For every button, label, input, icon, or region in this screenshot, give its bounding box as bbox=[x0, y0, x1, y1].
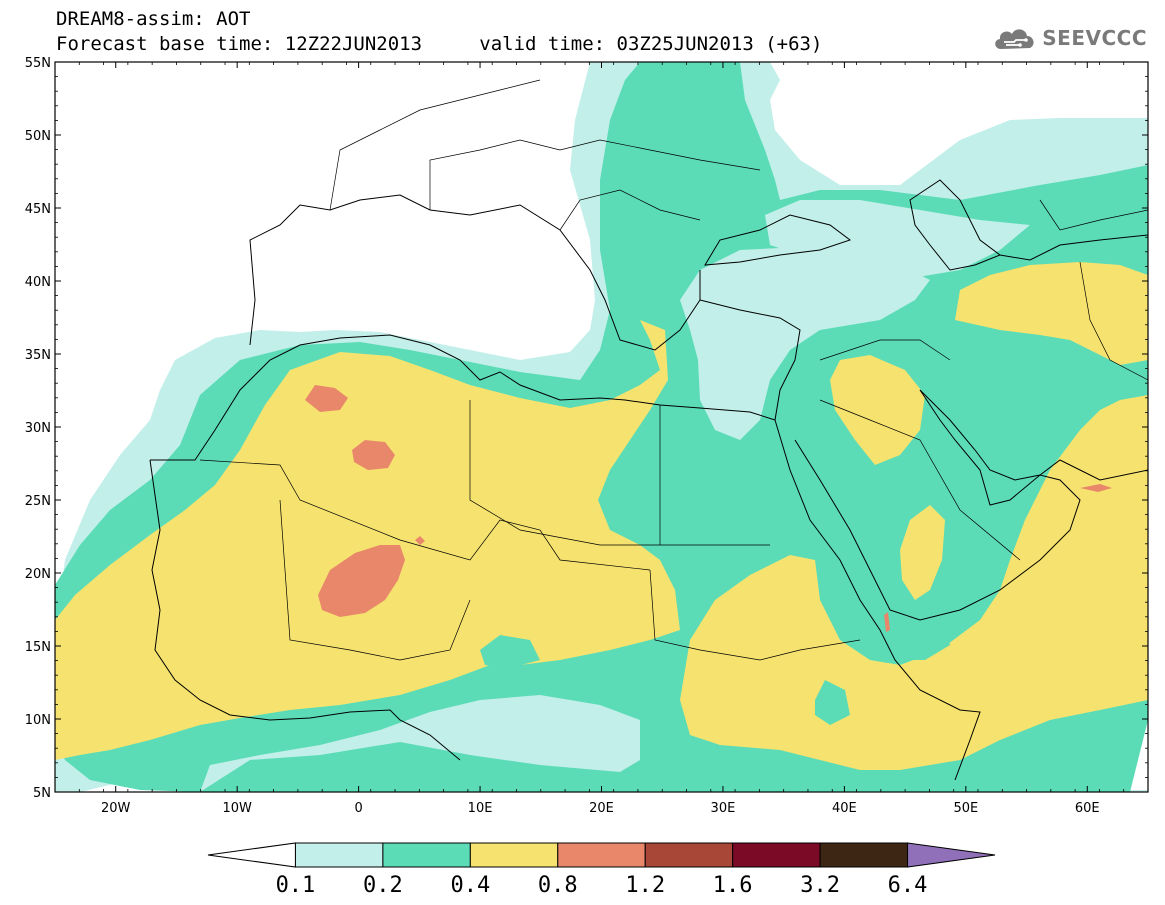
coast-west-africa bbox=[149, 459, 461, 761]
border-sahara-3 bbox=[279, 499, 471, 661]
coast-iran bbox=[999, 234, 1148, 261]
aot-high-morocco bbox=[305, 385, 348, 412]
aot-band-0.4-east-africa bbox=[680, 395, 1148, 770]
colorbar-box bbox=[732, 842, 821, 868]
border-iraq bbox=[819, 339, 951, 361]
lat-label: 10N bbox=[25, 713, 51, 728]
colorbar-box bbox=[557, 842, 646, 868]
border-sahara-1 bbox=[199, 459, 651, 571]
lat-labels: 55N 50N 45N 40N 35N 30N 25N 20N 15N 10N 5N bbox=[25, 56, 51, 801]
lon-label: 60E bbox=[1075, 801, 1100, 816]
colorbar bbox=[207, 842, 996, 868]
coast-mediterranean-east bbox=[699, 299, 801, 421]
colorbar-box bbox=[819, 842, 909, 868]
lat-label: 50N bbox=[25, 129, 51, 144]
border-sahara-2 bbox=[469, 400, 661, 546]
colorbar-labels: 0.1 0.2 0.4 0.8 1.2 1.6 3.2 6.4 bbox=[276, 873, 928, 898]
coast-black-sea bbox=[704, 214, 852, 266]
lat-label: 45N bbox=[25, 202, 51, 217]
aot-band-0.4-arabia-north bbox=[830, 355, 925, 465]
valid-time-label: valid time: 03Z25JUN2013 (+63) bbox=[479, 33, 823, 55]
coast-europe bbox=[249, 194, 701, 351]
colorbar-label: 1.6 bbox=[713, 873, 753, 898]
aot-high-algeria bbox=[352, 440, 395, 470]
lon-labels: 20W 10W 0 10E 20E 30E 40E 50E 60E bbox=[101, 801, 1100, 816]
colorbar-label: 0.4 bbox=[450, 873, 490, 898]
aot-low-west-africa bbox=[200, 695, 640, 792]
lat-label: 55N bbox=[25, 56, 51, 71]
lon-label: 40E bbox=[832, 801, 857, 816]
aot-low-aegean-levant bbox=[680, 248, 930, 440]
lat-label: 25N bbox=[25, 494, 51, 509]
logo-text: SEEVCCC bbox=[1042, 26, 1147, 50]
chart-subtitle: Forecast base time: 12Z22JUN2013 valid t… bbox=[56, 33, 822, 55]
axis-ticks bbox=[54, 61, 1149, 793]
coast-caspian bbox=[909, 179, 1002, 271]
aot-mid-chad bbox=[480, 635, 540, 668]
aot-high-small bbox=[415, 536, 425, 545]
aot-mid-yemen bbox=[895, 620, 950, 660]
colorbar-box bbox=[469, 842, 559, 868]
lat-label: 35N bbox=[25, 348, 51, 363]
lat-label: 40N bbox=[25, 275, 51, 290]
colorbar-box bbox=[644, 842, 734, 868]
border-saudi bbox=[819, 399, 1021, 561]
aot-high-gulf bbox=[1080, 484, 1112, 492]
coast-arabia bbox=[794, 389, 1081, 621]
lat-label: 20N bbox=[25, 567, 51, 582]
coast-red-sea bbox=[774, 419, 981, 781]
lon-label: 20E bbox=[589, 801, 614, 816]
lat-label: 15N bbox=[25, 640, 51, 655]
aot-high-niger bbox=[318, 545, 405, 617]
colorbar-label: 6.4 bbox=[888, 873, 928, 898]
lon-label: 10E bbox=[468, 801, 493, 816]
border-europe-1 bbox=[429, 139, 761, 210]
lat-label: 30N bbox=[25, 421, 51, 436]
colorbar-label: 1.2 bbox=[625, 873, 665, 898]
aot-low-caspian-turkey bbox=[765, 200, 1030, 280]
chart-title: DREAM8-assim: AOT bbox=[56, 8, 251, 30]
colorbar-box bbox=[382, 842, 471, 868]
seevccc-logo: SEEVCCC bbox=[992, 22, 1147, 54]
border-europe-2 bbox=[329, 79, 541, 211]
aot-field bbox=[55, 62, 1148, 792]
coastlines bbox=[149, 179, 1148, 781]
aot-band-0.4-oman bbox=[1025, 490, 1080, 580]
lat-label: 5N bbox=[33, 786, 51, 801]
lon-label: 30E bbox=[711, 801, 736, 816]
coast-north-africa bbox=[150, 334, 776, 461]
border-central-asia bbox=[1039, 199, 1148, 231]
colorbar-label: 0.8 bbox=[538, 873, 578, 898]
colorbar-label: 0.1 bbox=[276, 873, 316, 898]
colorbar-box bbox=[294, 842, 384, 868]
border-europe-3 bbox=[559, 189, 701, 231]
colorbar-label: 0.2 bbox=[363, 873, 403, 898]
border-iran-afghan bbox=[1079, 261, 1148, 381]
colorbar-min-arrow bbox=[207, 842, 296, 868]
lon-label: 20W bbox=[101, 801, 131, 816]
aot-band-0.4-arabia-central bbox=[900, 505, 945, 600]
border-sudan bbox=[649, 569, 861, 661]
cloud-icon bbox=[995, 29, 1034, 49]
base-time-label: Forecast base time: 12Z22JUN2013 bbox=[56, 33, 423, 55]
coast-persian-gulf bbox=[919, 389, 1148, 481]
lon-label: 50E bbox=[953, 801, 978, 816]
aot-mid-ethiopia bbox=[815, 680, 850, 725]
borders bbox=[199, 79, 1148, 661]
lon-label: 10W bbox=[222, 801, 252, 816]
colorbar-label: 3.2 bbox=[800, 873, 840, 898]
aot-high-yemen-coast bbox=[884, 612, 890, 632]
colorbar-max-arrow bbox=[907, 842, 996, 868]
lon-label: 0 bbox=[354, 801, 362, 816]
